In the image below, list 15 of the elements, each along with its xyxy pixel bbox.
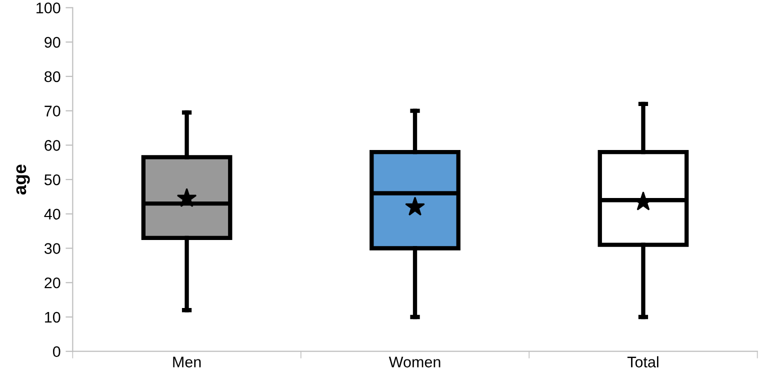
y-tick-label: 30 (44, 243, 60, 254)
y-tick-label: 50 (44, 174, 60, 186)
y-tick-label: 70 (44, 106, 60, 116)
x-tick-label: Total (627, 356, 658, 368)
y-tick-label: 90 (44, 36, 60, 48)
y-tick-label: 0 (52, 346, 60, 358)
y-tick-label: 80 (44, 71, 60, 82)
y-axis-title: age (16, 164, 30, 195)
y-tick-label: 10 (45, 312, 60, 323)
y-tick-label: 40 (44, 208, 60, 220)
y-tick-label: 20 (44, 277, 60, 288)
x-tick-label: Women (388, 356, 440, 368)
x-tick-label: Men (173, 356, 201, 368)
y-tick-label: 60 (44, 140, 60, 151)
y-tick-label: 100 (36, 2, 60, 14)
